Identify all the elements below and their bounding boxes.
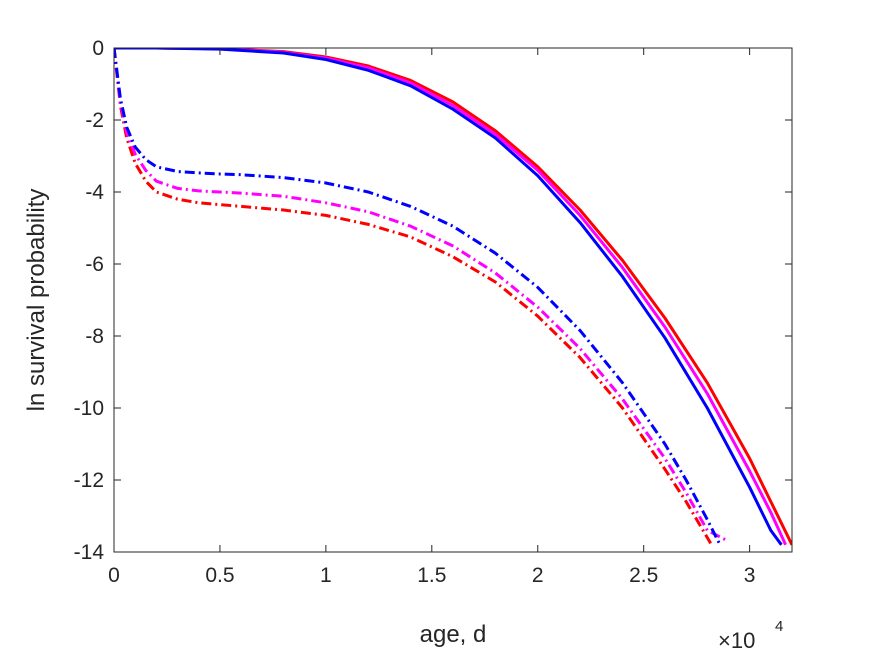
x-multiplier-exponent: 4: [775, 618, 783, 635]
y-tick-label: -10: [74, 397, 104, 420]
y-tick-label: 0: [92, 37, 104, 60]
x-multiplier-base: ×10: [718, 628, 755, 653]
x-tick-label: 2: [532, 564, 544, 587]
x-axis-label: age, d: [420, 621, 487, 648]
y-tick-label: -14: [74, 541, 105, 564]
y-tick-label: -8: [85, 325, 104, 348]
x-tick-label: 1.5: [417, 564, 446, 587]
series-layer: [114, 48, 792, 546]
series-line-4: [114, 48, 713, 546]
y-axis-label: ln survival probability: [23, 189, 50, 412]
y-tick-label: -4: [85, 181, 104, 204]
y-axis: 0 -2 -4 -6 -8 -10 -12 -14: [74, 37, 792, 564]
series-line-6: [114, 48, 722, 546]
y-tick-label: -2: [85, 109, 104, 132]
x-tick-label: 2.5: [629, 564, 658, 587]
y-tick-label: -12: [74, 469, 104, 492]
plot-area: [114, 48, 792, 546]
series-line-5: [114, 48, 730, 543]
y-tick-label: -6: [85, 253, 104, 276]
x-axis: 0 0.5 1 1.5 2 2.5 3: [108, 48, 755, 587]
x-tick-label: 0: [108, 564, 120, 587]
x-tick-label: 0.5: [205, 564, 234, 587]
axes-box: [113, 47, 793, 553]
x-tick-label: 1: [320, 564, 332, 587]
series-line-3: [114, 48, 783, 546]
x-tick-label: 3: [744, 564, 756, 587]
